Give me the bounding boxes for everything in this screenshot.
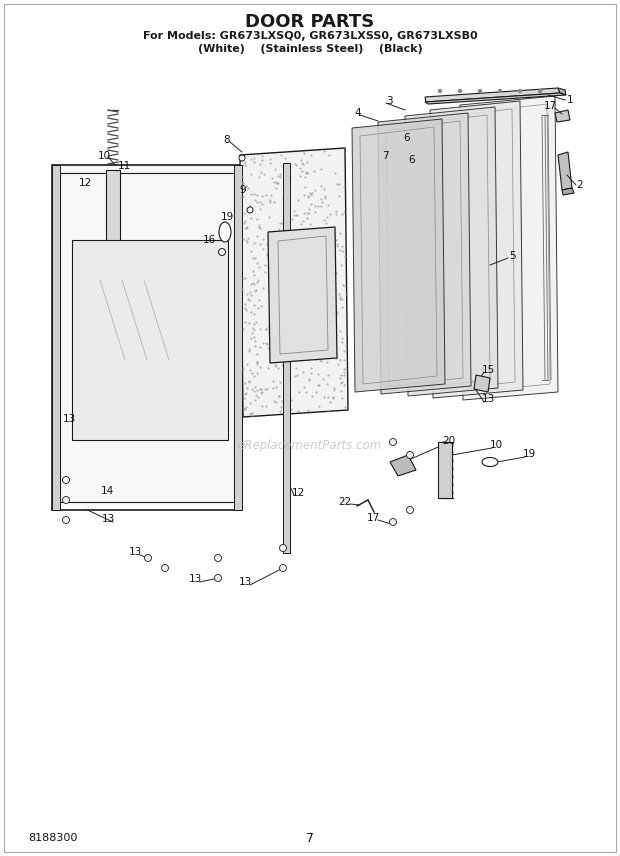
Polygon shape	[405, 107, 498, 396]
Text: 19: 19	[220, 212, 234, 222]
Text: 11: 11	[117, 161, 131, 171]
Text: 12: 12	[291, 488, 304, 498]
Polygon shape	[558, 88, 566, 95]
Text: 3: 3	[386, 96, 392, 106]
Polygon shape	[425, 93, 566, 104]
Text: 6: 6	[404, 133, 410, 143]
Circle shape	[539, 90, 541, 92]
Text: 8: 8	[224, 135, 230, 145]
Text: 10: 10	[97, 151, 110, 161]
Text: 13: 13	[63, 414, 76, 424]
Text: 4: 4	[355, 108, 361, 118]
Ellipse shape	[219, 222, 231, 242]
Text: 13: 13	[128, 547, 141, 557]
Polygon shape	[268, 227, 337, 363]
Text: 1: 1	[567, 95, 574, 105]
Circle shape	[161, 564, 169, 572]
Text: 5: 5	[508, 251, 515, 261]
Polygon shape	[460, 96, 558, 400]
Text: 19: 19	[523, 449, 536, 459]
Circle shape	[280, 544, 286, 551]
Circle shape	[407, 451, 414, 459]
Circle shape	[215, 574, 221, 581]
Text: 6: 6	[409, 155, 415, 165]
Circle shape	[459, 90, 461, 92]
Polygon shape	[234, 165, 242, 510]
Circle shape	[479, 90, 482, 92]
Polygon shape	[562, 188, 574, 195]
Circle shape	[215, 555, 221, 562]
Circle shape	[218, 248, 226, 255]
Circle shape	[389, 438, 397, 445]
Circle shape	[144, 555, 151, 562]
Text: 8188300: 8188300	[28, 833, 78, 843]
Circle shape	[239, 155, 245, 161]
Text: 7: 7	[382, 151, 388, 161]
Polygon shape	[474, 375, 490, 392]
Circle shape	[389, 519, 397, 526]
Text: 22: 22	[339, 497, 352, 507]
Polygon shape	[52, 165, 242, 510]
Text: 10: 10	[489, 440, 503, 450]
Text: 14: 14	[100, 486, 113, 496]
Circle shape	[498, 90, 502, 92]
Text: 13: 13	[102, 514, 115, 524]
Text: 13: 13	[481, 394, 495, 404]
Circle shape	[63, 477, 69, 484]
Polygon shape	[283, 163, 290, 553]
Polygon shape	[106, 170, 120, 325]
Circle shape	[247, 207, 253, 213]
Text: 13: 13	[188, 574, 202, 584]
Text: For Models: GR673LXSQ0, GR673LXSS0, GR673LXSB0: For Models: GR673LXSQ0, GR673LXSS0, GR67…	[143, 31, 477, 41]
Polygon shape	[558, 152, 572, 190]
Text: eReplacementParts.com: eReplacementParts.com	[238, 438, 382, 451]
Polygon shape	[430, 101, 523, 398]
Circle shape	[518, 90, 521, 92]
Circle shape	[63, 496, 69, 503]
Circle shape	[438, 90, 441, 92]
Ellipse shape	[482, 457, 498, 467]
Text: 17: 17	[366, 513, 379, 523]
Text: 15: 15	[481, 365, 495, 375]
Text: 9: 9	[240, 185, 246, 195]
Polygon shape	[240, 148, 348, 417]
Text: 17: 17	[543, 101, 557, 111]
Text: 16: 16	[202, 235, 216, 245]
Polygon shape	[438, 442, 452, 498]
Text: 12: 12	[78, 178, 92, 188]
Text: 7: 7	[306, 831, 314, 845]
Polygon shape	[52, 165, 60, 510]
Circle shape	[407, 507, 414, 514]
Polygon shape	[390, 455, 416, 476]
Circle shape	[280, 564, 286, 572]
Polygon shape	[378, 113, 471, 394]
Polygon shape	[425, 88, 560, 102]
Text: 13: 13	[238, 577, 252, 587]
Polygon shape	[352, 119, 445, 392]
Text: DOOR PARTS: DOOR PARTS	[246, 13, 374, 31]
Circle shape	[63, 516, 69, 524]
Text: 20: 20	[443, 436, 456, 446]
Polygon shape	[72, 240, 228, 440]
Text: (White)    (Stainless Steel)    (Black): (White) (Stainless Steel) (Black)	[198, 44, 422, 54]
Text: 2: 2	[577, 180, 583, 190]
Polygon shape	[555, 110, 570, 122]
